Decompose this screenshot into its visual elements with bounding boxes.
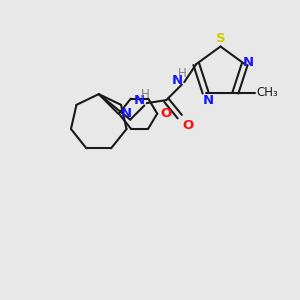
- Text: N: N: [172, 74, 183, 87]
- Text: O: O: [182, 119, 194, 132]
- Text: H: H: [141, 88, 150, 100]
- Text: N: N: [243, 56, 254, 69]
- Text: H: H: [178, 67, 187, 80]
- Text: N: N: [121, 107, 132, 120]
- Text: O: O: [161, 107, 172, 120]
- Text: CH₃: CH₃: [256, 86, 278, 99]
- Text: N: N: [134, 94, 145, 107]
- Text: S: S: [216, 32, 225, 45]
- Text: N: N: [202, 94, 214, 107]
